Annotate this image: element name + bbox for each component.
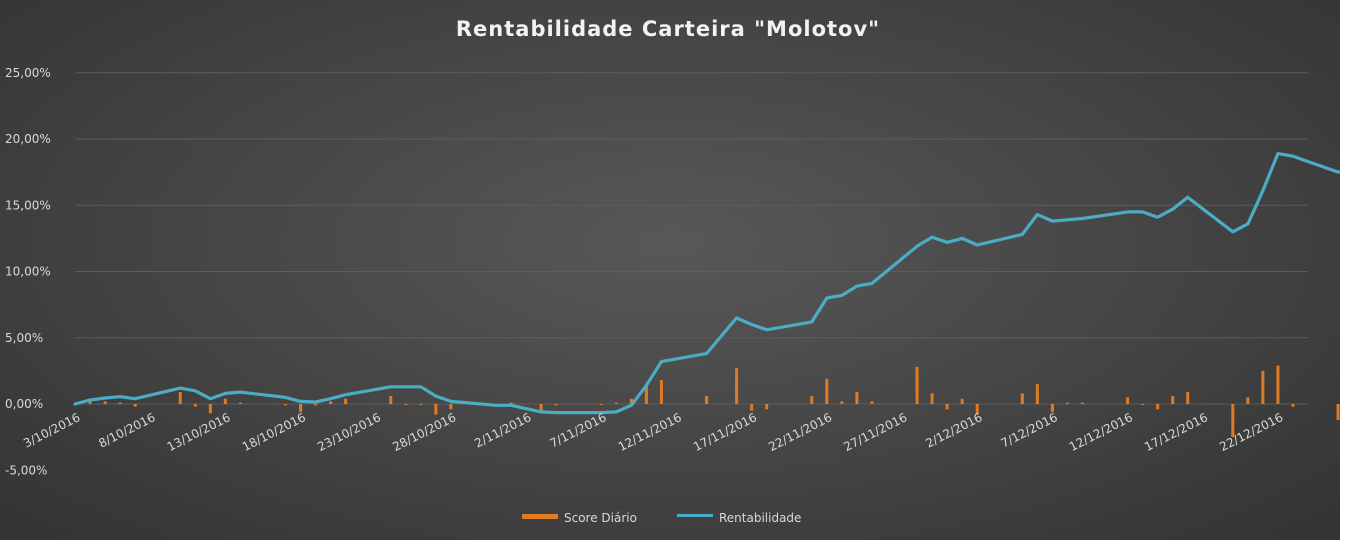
score-diario-bar: [1231, 404, 1235, 438]
x-axis-tick-labels: 3/10/2016 8/10/2016 13/10/2016 18/10/2016 23…: [21, 410, 1285, 454]
x-tick-label: 17/11/2016: [691, 410, 759, 454]
x-tick-label: 17/12/2016: [1142, 410, 1210, 454]
x-tick-label: 13/10/2016: [165, 410, 233, 454]
chart-area: Rentabilidade Carteira "Molotov" -5,00% 0…: [0, 0, 1340, 540]
x-tick-label: 18/10/2016: [240, 410, 308, 454]
score-diario-bar: [118, 402, 122, 404]
score-diario-bar: [329, 401, 333, 404]
score-diario-bar: [88, 400, 92, 404]
score-diario-bar: [614, 402, 618, 404]
legend-swatch-score-diario: [522, 514, 558, 519]
score-diario-bar: [539, 404, 543, 411]
score-diario-bar: [870, 401, 874, 404]
x-tick-label: 7/11/2016: [547, 410, 608, 450]
score-diario-bar: [1035, 384, 1039, 404]
y-tick-label: 5,00%: [5, 331, 43, 345]
score-diario-bar: [599, 404, 603, 405]
score-diario-bar: [1246, 397, 1250, 404]
y-axis-tick-labels: -5,00% 0,00% 5,00% 10,00% 15,00% 20,00% 25,00%: [5, 66, 51, 478]
score-diario-bar: [238, 402, 242, 404]
score-diario-bar: [178, 392, 182, 404]
score-diario-bar: [960, 398, 964, 404]
chart-svg: Rentabilidade Carteira "Molotov" -5,00% 0…: [5, 17, 1340, 525]
score-diario-bar: [299, 404, 303, 412]
score-diario-bar: [509, 402, 513, 404]
score-diario-bar: [1261, 370, 1265, 404]
score-diario-bar: [705, 396, 709, 404]
score-diario-bar: [1156, 404, 1160, 410]
score-diario-bar: [1050, 404, 1054, 412]
x-tick-label: 22/12/2016: [1217, 410, 1285, 454]
score-diario-bar: [1171, 396, 1175, 404]
x-tick-label: 2/12/2016: [923, 410, 984, 450]
score-diario-bar: [284, 404, 288, 406]
y-tick-label: -5,00%: [5, 463, 47, 477]
y-tick-label: 25,00%: [5, 66, 51, 80]
score-diario-bar: [930, 393, 934, 404]
legend: Score Diário Rentabilidade: [522, 511, 801, 525]
score-diario-bar: [810, 396, 814, 404]
x-tick-label: 12/12/2016: [1067, 410, 1135, 454]
score-diario-bar: [389, 396, 393, 404]
score-diario-bar: [133, 404, 137, 407]
score-diario-bar: [434, 404, 438, 415]
score-diario-bar: [659, 380, 663, 404]
score-diario-bar: [1141, 404, 1145, 405]
legend-swatch-rentabilidade: [677, 514, 713, 517]
score-diario-bar: [404, 404, 408, 405]
x-tick-label: 23/10/2016: [315, 410, 383, 454]
x-tick-label: 3/10/2016: [21, 410, 82, 450]
x-tick-label: 8/10/2016: [96, 410, 157, 450]
score-diario-bar: [1291, 404, 1295, 407]
score-diario-bar: [1065, 402, 1069, 404]
score-diario-bar: [419, 404, 423, 405]
x-tick-label: 22/11/2016: [766, 410, 834, 454]
x-tick-label: 2/11/2016: [472, 410, 533, 450]
x-tick-label: 28/10/2016: [390, 410, 458, 454]
score-diario-bar: [449, 404, 453, 410]
score-diario-bar: [1080, 402, 1084, 404]
x-tick-label: 12/11/2016: [616, 410, 684, 454]
score-diario-bar: [855, 392, 859, 404]
score-diario-bar: [193, 404, 197, 407]
score-diario-bar: [1336, 404, 1340, 420]
score-diario-bar: [750, 404, 754, 411]
rentabilidade-line: [73, 152, 1340, 415]
score-diario-bar: [554, 404, 558, 406]
score-diario-bar: [735, 368, 739, 404]
score-diario-bar: [840, 401, 844, 404]
score-diario-bar: [1020, 393, 1024, 404]
legend-label-score-diario: Score Diário: [564, 511, 637, 525]
score-diario-bar: [208, 404, 212, 414]
score-diario-bar: [945, 404, 949, 410]
score-diario-bar: [765, 404, 769, 410]
gridlines: [75, 72, 1308, 405]
x-tick-label: 7/12/2016: [999, 410, 1060, 450]
y-tick-label: 0,00%: [5, 397, 43, 411]
score-diario-bar: [975, 404, 979, 415]
score-diario-bar: [314, 404, 318, 406]
score-diario-bar: [644, 384, 648, 404]
score-diario-bar: [1276, 365, 1280, 404]
score-diario-bar: [1186, 392, 1190, 404]
chart-title: Rentabilidade Carteira "Molotov": [456, 17, 880, 41]
score-diario-bar: [629, 398, 633, 404]
score-diario-bar: [344, 398, 348, 404]
score-diario-bar: [825, 378, 829, 404]
score-diario-bar: [103, 401, 107, 404]
x-tick-label: 27/11/2016: [841, 410, 909, 454]
y-tick-label: 15,00%: [5, 198, 51, 212]
score-diario-bar: [915, 366, 919, 404]
score-diario-bar: [223, 398, 227, 404]
y-tick-label: 10,00%: [5, 265, 51, 279]
y-tick-label: 20,00%: [5, 132, 51, 146]
score-diario-bar: [1126, 397, 1130, 404]
legend-label-rentabilidade: Rentabilidade: [719, 511, 801, 525]
rentabilidade-line-layer: [73, 152, 1340, 415]
score-diario-bars: [73, 365, 1340, 438]
